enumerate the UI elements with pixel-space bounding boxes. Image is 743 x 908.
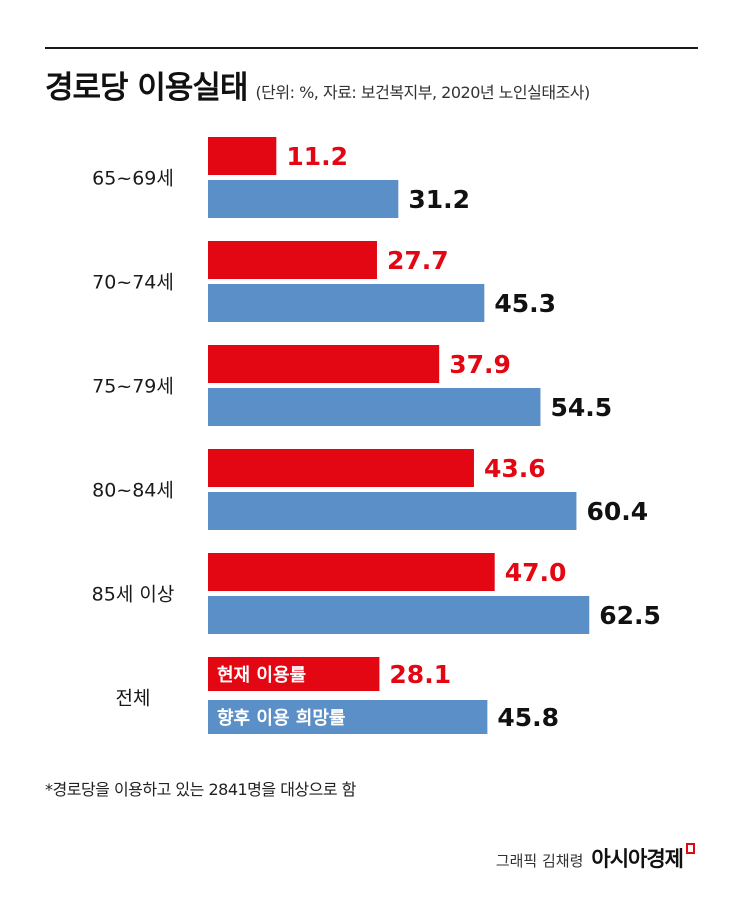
value-label: 47.0	[505, 558, 567, 587]
bar-future-usage	[208, 596, 590, 634]
bar-current-usage	[208, 657, 380, 691]
bar-current-usage	[208, 345, 440, 383]
category-label: 75~79세	[92, 376, 174, 398]
chart-title: 경로당 이용실태	[45, 70, 248, 106]
bar-future-usage	[208, 700, 488, 734]
title-row: 경로당 이용실태 (단위: %, 자료: 보건복지부, 2020년 노인실태조사…	[45, 62, 590, 107]
brand-mark-icon	[686, 843, 695, 854]
category-label: 70~74세	[92, 272, 174, 294]
category-label: 85세 이상	[92, 584, 175, 606]
credit-text: 그래픽 김채령	[495, 852, 584, 870]
bar-current-usage	[208, 449, 474, 487]
value-label: 11.2	[286, 142, 348, 171]
legend-label: 현재 이용률	[217, 665, 306, 686]
category-label: 80~84세	[92, 480, 174, 502]
value-label: 54.5	[550, 393, 612, 422]
chart-subtitle: (단위: %, 자료: 보건복지부, 2020년 노인실태조사)	[255, 83, 590, 102]
value-label: 45.8	[497, 703, 559, 732]
value-label: 27.7	[387, 246, 449, 275]
credit: 그래픽 김채령 아시아경제	[496, 843, 695, 873]
value-label: 37.9	[449, 350, 511, 379]
category-label: 65~69세	[92, 168, 174, 190]
value-label: 31.2	[408, 185, 470, 214]
category-label: 전체	[116, 688, 151, 710]
footnote: *경로당을 이용하고 있는 2841명을 대상으로 함	[45, 780, 356, 799]
value-label: 43.6	[484, 454, 546, 483]
bar-current-usage	[208, 137, 277, 175]
top-rule	[45, 47, 698, 49]
bar-future-usage	[208, 388, 541, 426]
bar-chart: 65~69세 11.2 31.2 70~74세 27.7 45.3 75~79세 37.9 54…	[92, 137, 661, 734]
bar-future-usage	[208, 180, 399, 218]
value-label: 62.5	[599, 601, 661, 630]
legend-label: 향후 이용 희망률	[217, 708, 345, 729]
brand-logo: 아시아경제	[591, 847, 684, 871]
value-label: 28.1	[389, 660, 451, 689]
bar-current-usage	[208, 241, 377, 279]
bar-future-usage	[208, 492, 577, 530]
value-label: 60.4	[586, 497, 648, 526]
bar-future-usage	[208, 284, 485, 322]
value-label: 45.3	[494, 289, 556, 318]
bar-current-usage	[208, 553, 495, 591]
